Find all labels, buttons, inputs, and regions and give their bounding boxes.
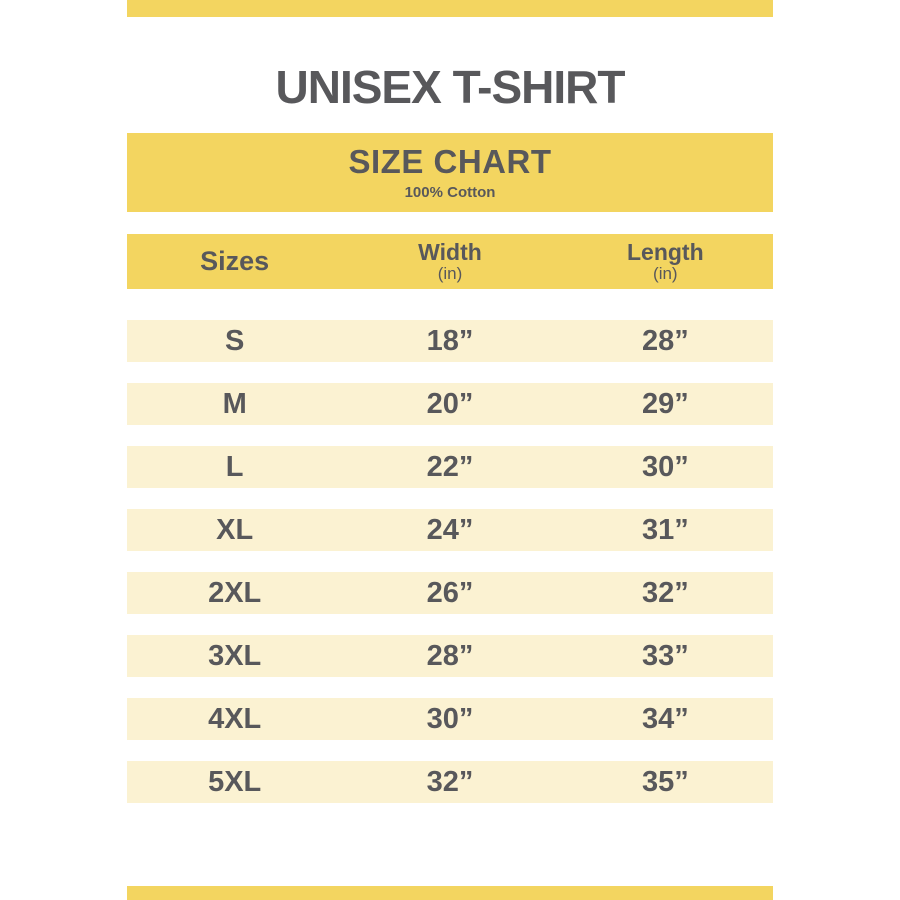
banner-title: SIZE CHART <box>348 142 552 180</box>
size-cell: 2XL <box>208 576 262 609</box>
size-cell: L <box>225 450 244 483</box>
sizes-header-label: Sizes <box>200 246 270 276</box>
width-cell: 30” <box>426 702 474 735</box>
table-header-row: Sizes Width (in) Length (in) <box>127 234 773 289</box>
width-header-label: Width <box>418 238 482 265</box>
width-cell: 26” <box>426 576 474 609</box>
column-header-sizes: Sizes <box>127 234 342 289</box>
table-row: L 22” 30” <box>127 446 773 488</box>
banner-subtitle: 100% Cotton <box>404 184 496 202</box>
page-title: UNISEX T-SHIRT <box>275 61 626 113</box>
length-unit-label: (in) <box>653 263 678 283</box>
length-cell: 32” <box>641 576 689 609</box>
table-row: S 18” 28” <box>127 320 773 362</box>
width-cell: 20” <box>426 387 474 420</box>
length-cell: 35” <box>641 765 689 798</box>
table-row: 3XL 28” 33” <box>127 635 773 677</box>
column-header-length: Length (in) <box>558 234 773 289</box>
table-row: XL 24” 31” <box>127 509 773 551</box>
table-row: 4XL 30” 34” <box>127 698 773 740</box>
top-accent-bar <box>127 0 773 17</box>
width-cell: 28” <box>426 639 474 672</box>
size-cell: XL <box>216 513 254 546</box>
length-cell: 33” <box>641 639 689 672</box>
table-row: 5XL 32” 35” <box>127 761 773 803</box>
length-cell: 34” <box>641 702 689 735</box>
size-cell: M <box>222 387 247 420</box>
length-cell: 29” <box>641 387 689 420</box>
size-cell: 3XL <box>208 639 262 672</box>
length-cell: 30” <box>641 450 689 483</box>
width-cell: 18” <box>426 324 474 357</box>
table-row: 2XL 26” 32” <box>127 572 773 614</box>
size-cell: S <box>224 324 245 357</box>
size-cell: 4XL <box>208 702 262 735</box>
table-row: M 20” 29” <box>127 383 773 425</box>
column-header-width: Width (in) <box>342 234 557 289</box>
content-column: UNISEX T-SHIRT SIZE CHART 100% Cotton Si… <box>127 0 773 900</box>
length-header-label: Length <box>626 238 704 265</box>
length-cell: 28” <box>641 324 689 357</box>
width-cell: 22” <box>426 450 474 483</box>
size-chart-banner: SIZE CHART 100% Cotton <box>127 133 773 212</box>
width-cell: 32” <box>426 765 474 798</box>
size-cell: 5XL <box>208 765 262 798</box>
bottom-accent-bar <box>127 886 773 900</box>
size-table-body: S 18” 28” M 20” 29” L 22” 30” XL 24” 31”… <box>127 320 773 803</box>
length-cell: 31” <box>641 513 689 546</box>
width-unit-label: (in) <box>437 263 463 283</box>
width-cell: 24” <box>426 513 474 546</box>
